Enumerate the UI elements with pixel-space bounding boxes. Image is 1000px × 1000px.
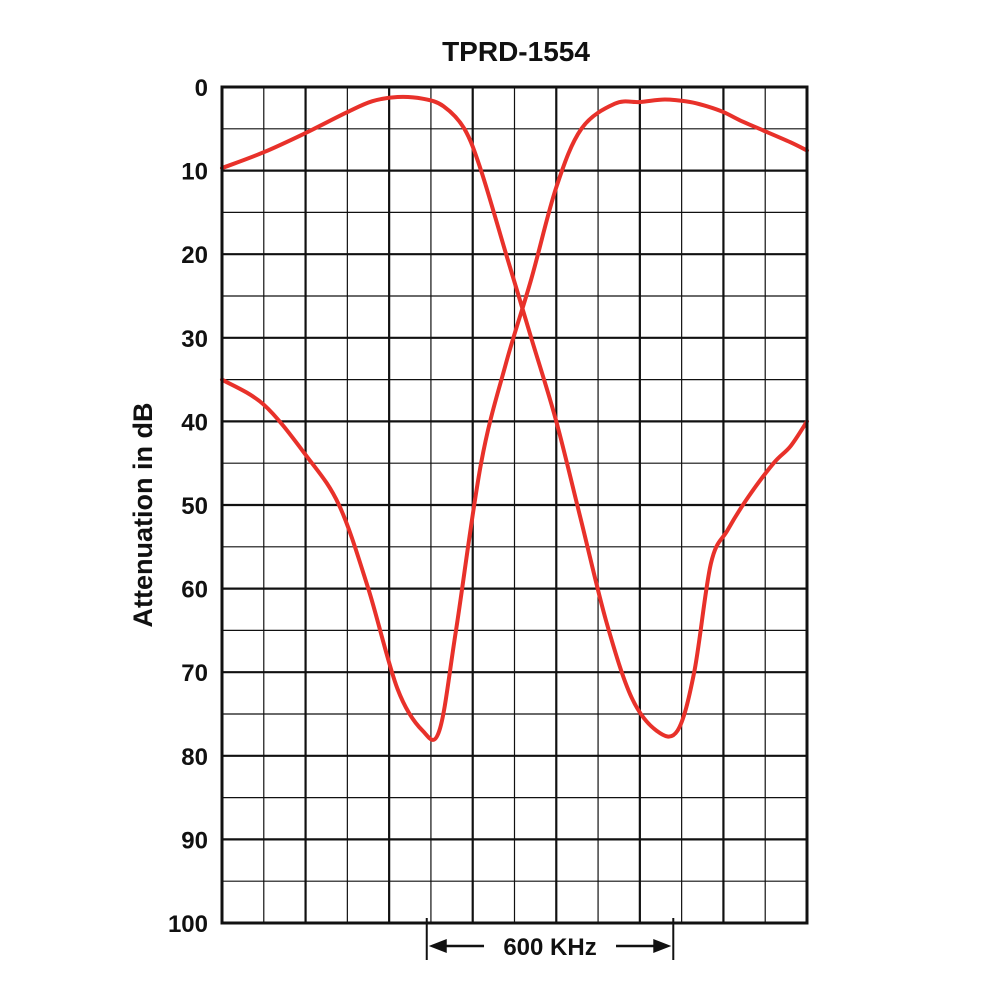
y-tick-label: 20 (181, 242, 208, 269)
plot-frame (220, 85, 809, 925)
chart-title: TPRD-1554 (442, 36, 590, 67)
y-tick-label: 10 (181, 159, 208, 186)
y-tick-labels: 0 10 20 30 40 50 60 70 80 90 100 (168, 75, 208, 938)
curve-series-1 (220, 97, 809, 742)
y-tick-label: 50 (181, 493, 208, 520)
arrow-left-icon (428, 939, 447, 953)
bandwidth-annotation: 600 KHz (425, 918, 675, 961)
y-axis-label: Attenuation in dB (128, 403, 158, 628)
y-tick-label: 100 (168, 911, 208, 938)
y-tick-label: 90 (181, 827, 208, 854)
y-tick-label: 0 (195, 75, 208, 102)
curve-series-2 (220, 94, 809, 739)
y-tick-label: 40 (181, 409, 208, 436)
annotation-label: 600 KHz (503, 934, 596, 961)
curves (220, 94, 809, 742)
y-tick-label: 80 (181, 744, 208, 771)
arrow-right-icon (653, 939, 672, 953)
grid (222, 87, 807, 923)
y-tick-label: 30 (181, 326, 208, 353)
y-tick-label: 60 (181, 577, 208, 604)
y-tick-label: 70 (181, 660, 208, 687)
